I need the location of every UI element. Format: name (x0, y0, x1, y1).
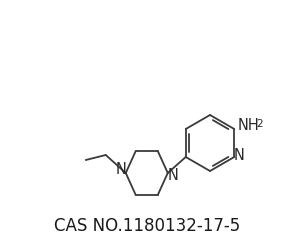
Text: N: N (115, 163, 126, 178)
Text: CAS NO.1180132-17-5: CAS NO.1180132-17-5 (54, 217, 240, 235)
Text: N: N (167, 169, 178, 184)
Text: NH: NH (237, 119, 259, 134)
Text: 2: 2 (256, 119, 263, 129)
Text: N: N (234, 149, 245, 164)
